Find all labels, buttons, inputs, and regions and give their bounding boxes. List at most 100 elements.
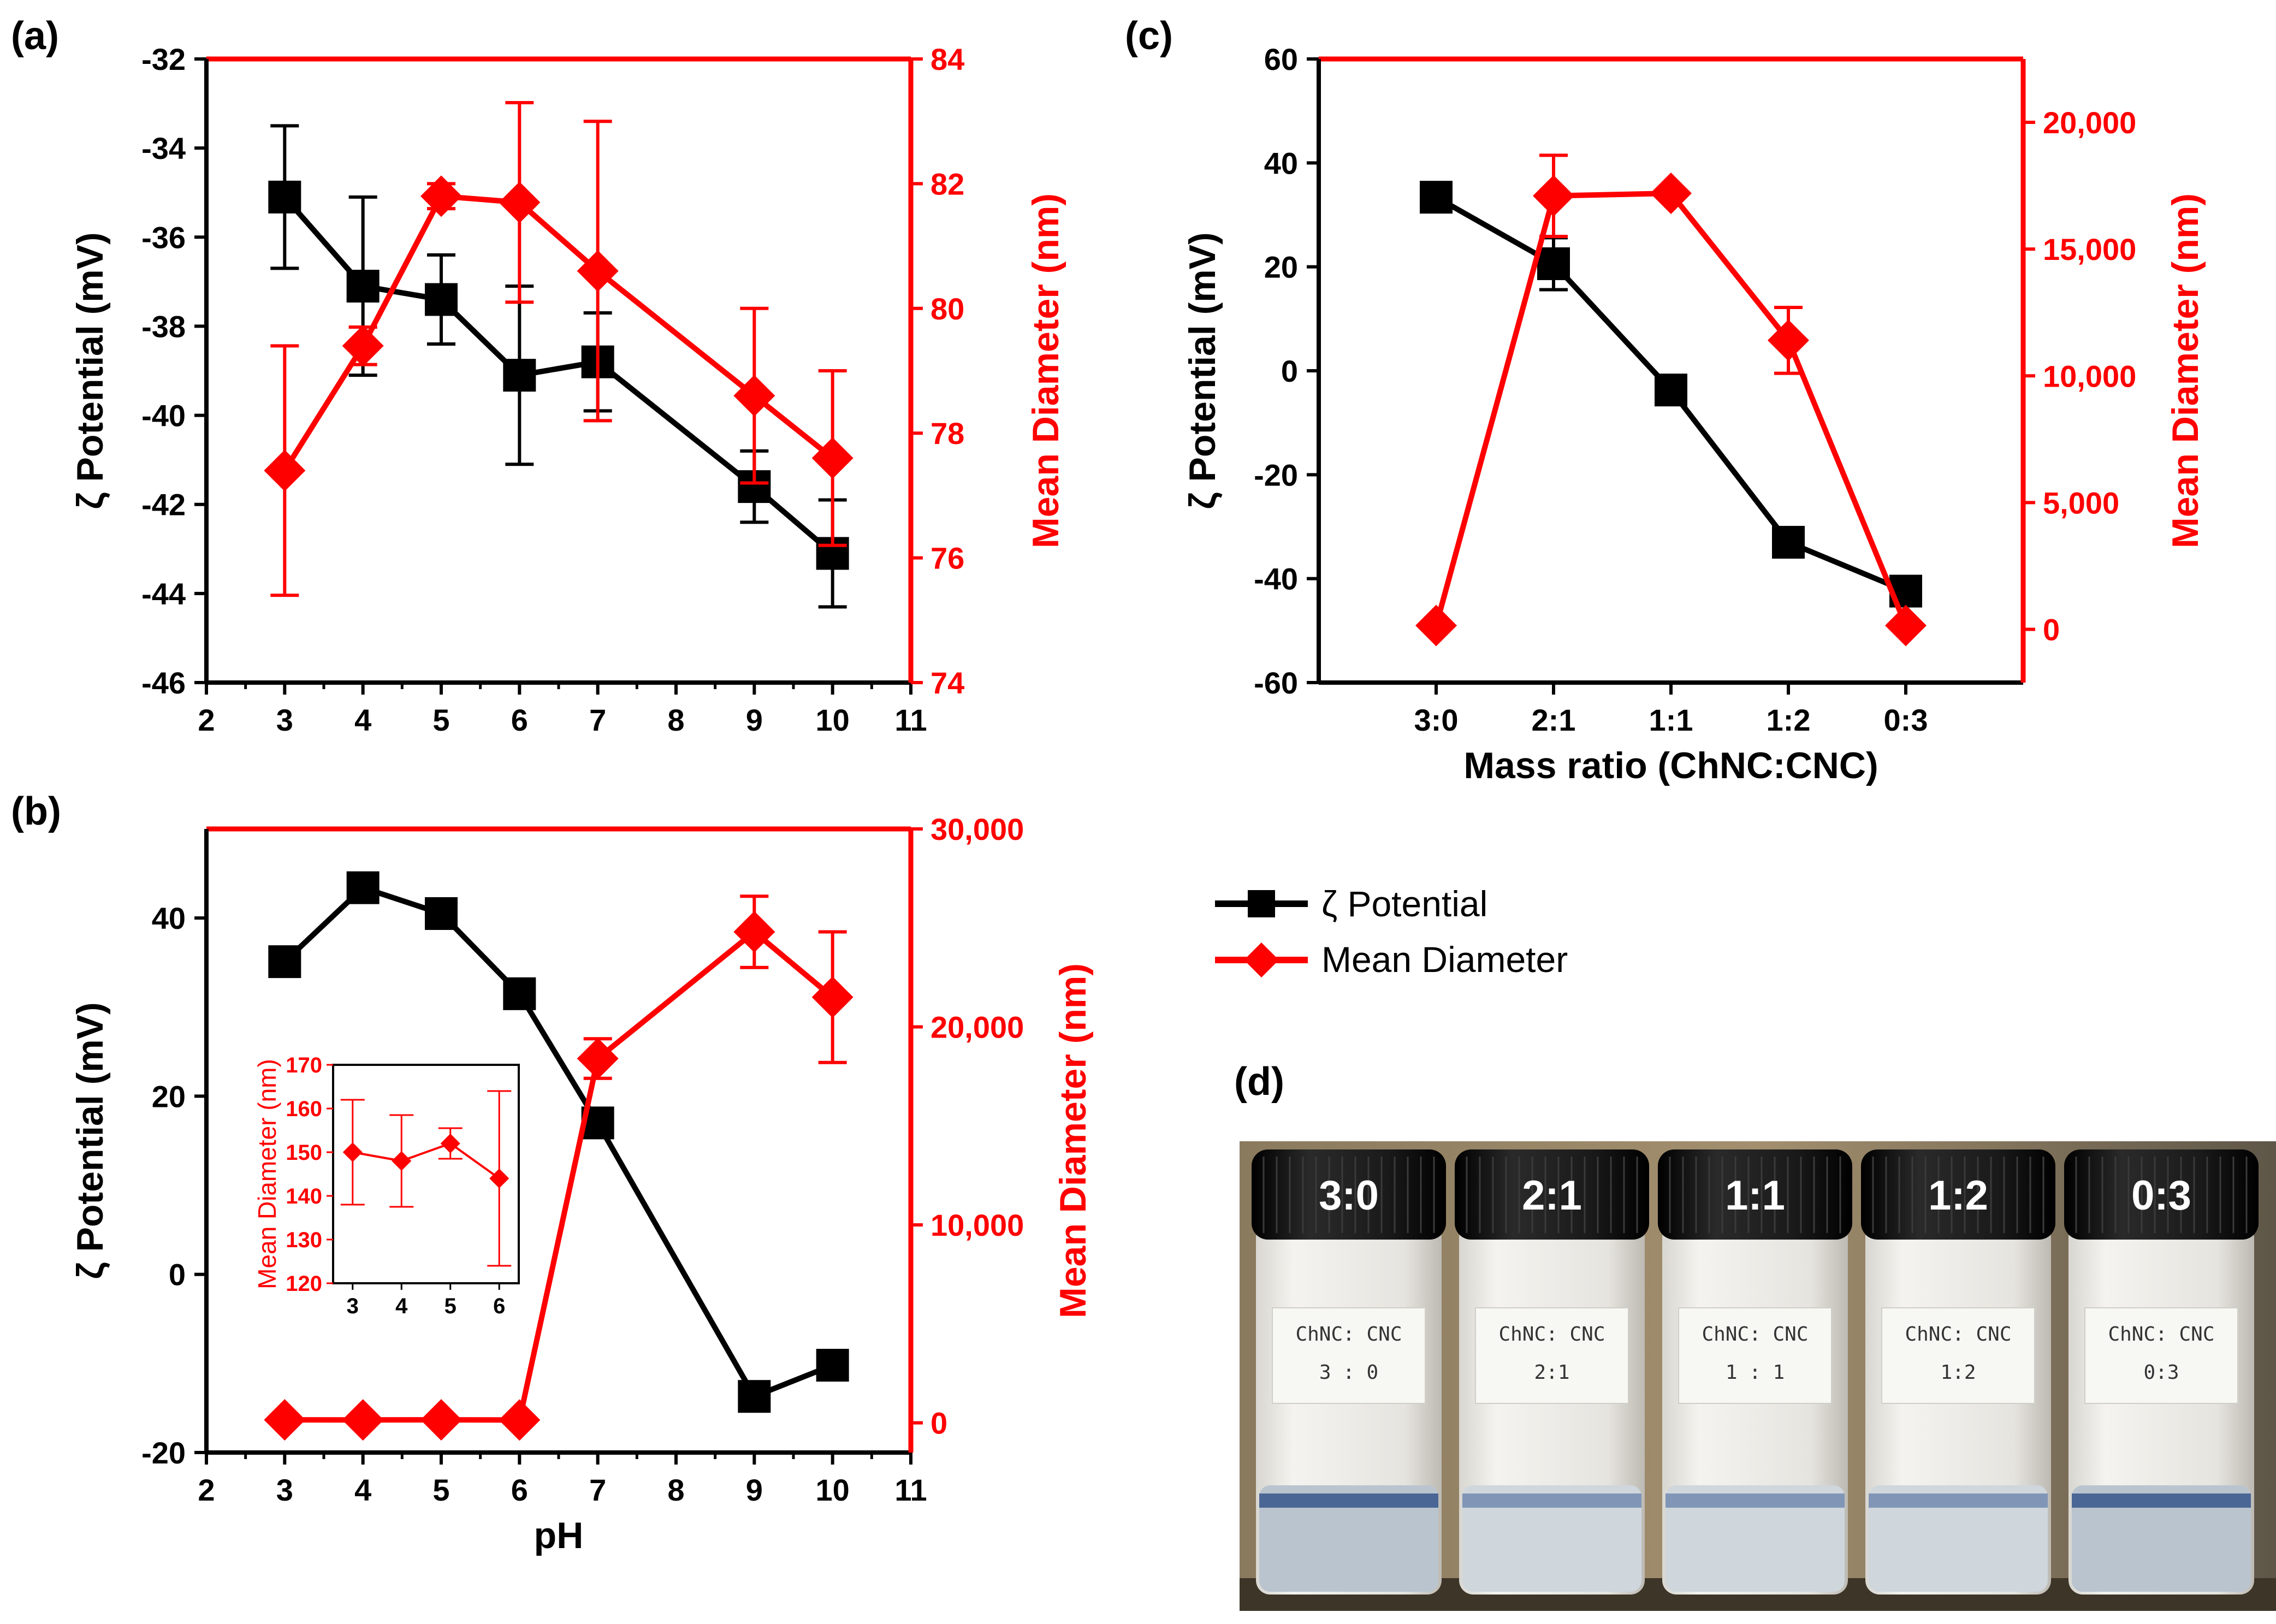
vial-0: 3:0 ChNC: CNC 3 : 0 (1252, 1149, 1446, 1595)
inset-y-tick-label: 140 (286, 1184, 322, 1208)
x-tick-label-c: 1:2 (1767, 703, 1811, 737)
data-point-diameter-a (577, 250, 619, 292)
x-tick-label-a: 7 (589, 703, 606, 737)
vial-cap-label: 0:3 (2131, 1172, 2191, 1219)
inset-y-tick-label: 170 (286, 1053, 322, 1077)
vial-cap (2064, 1149, 2259, 1240)
vial-tag-line2: 1 : 1 (1726, 1361, 1785, 1384)
vial-tag-line1: ChNC: CNC (1295, 1323, 1402, 1346)
x-tick-label-a: 8 (667, 703, 684, 737)
vial-tag-line1: ChNC: CNC (1905, 1323, 2011, 1346)
data-point-diameter-b (811, 976, 853, 1018)
legend-zeta-label: ζ Potential (1321, 884, 1487, 924)
data-point-zeta-b (816, 1349, 849, 1382)
y-left-tick-label-c: -40 (1254, 562, 1298, 596)
y-right-tick-label-a: 78 (930, 416, 964, 451)
data-point-zeta-c (1420, 181, 1453, 214)
y-right-tick-label-c: 20,000 (2043, 105, 2136, 140)
data-point-diameter-b (342, 1399, 384, 1441)
y-right-tick-label-b: 10,000 (930, 1208, 1024, 1242)
y-right-tick-label-a: 74 (930, 666, 964, 700)
vial-meniscus (1869, 1493, 2048, 1508)
x-tick-label-c: 2:1 (1532, 703, 1576, 737)
y-left-tick-label-b: -20 (141, 1436, 186, 1470)
y-left-tick-label-a: -38 (141, 309, 186, 343)
inset-series-line (352, 1142, 500, 1180)
data-point-diameter-a (342, 325, 384, 367)
data-point-diameter-c (1415, 604, 1457, 647)
data-point-zeta-b (425, 897, 458, 930)
data-point-diameter-b (577, 1038, 619, 1080)
y-left-tick-label-c: 0 (1281, 354, 1298, 388)
chart-panel-b: 2 3 4 5 6 7 8 9 10 11 -20 0 20 40 0 10,000 20,000 30,000 ζ… (69, 812, 1094, 1556)
vial-tag-line1: ChNC: CNC (1702, 1323, 1808, 1346)
y-right-title-a: Mean Diameter (nm) (1025, 193, 1066, 548)
x-tick-label-b: 8 (667, 1473, 684, 1507)
panel-label-a: (a) (11, 14, 59, 58)
x-tick-label-a: 3 (276, 703, 293, 737)
inset-y-title: Mean Diameter (nm) (253, 1059, 281, 1289)
legend-diameter-label: Mean Diameter (1321, 939, 1568, 980)
vial-cap-label: 2:1 (1522, 1172, 1582, 1219)
inset-y-tick-label: 130 (286, 1228, 322, 1252)
vial-meniscus (2072, 1493, 2251, 1508)
y-left-tick-label-c: 20 (1264, 250, 1298, 285)
vial-2: 1:1 ChNC: CNC 1 : 1 (1658, 1149, 1852, 1595)
x-tick-label-a: 10 (816, 703, 850, 737)
chart-panel-a: 2 3 4 5 6 7 8 9 10 11-46-44-42-40-38-36-34-327476… (69, 42, 1066, 737)
legend-diameter-marker (1244, 943, 1279, 977)
inset-y-tick-label: 150 (286, 1141, 322, 1165)
x-tick-label-a: 5 (432, 703, 449, 737)
data-point-zeta-a (346, 270, 380, 303)
x-tick-label-b: 2 (198, 1473, 215, 1507)
data-point-diameter-c (1533, 175, 1574, 217)
data-point-zeta-c (1772, 526, 1805, 559)
data-point-zeta-c (1537, 247, 1570, 280)
data-point-diameter-a (420, 175, 462, 217)
vial-tag (1475, 1307, 1629, 1404)
vial-liquid (1869, 1485, 2048, 1592)
data-point-zeta-a (425, 283, 458, 316)
y-right-title-b: Mean Diameter (nm) (1052, 963, 1094, 1318)
vial-meniscus (1259, 1493, 1438, 1508)
inset-x-tick-label: 6 (493, 1294, 505, 1318)
vial-cap-label: 1:2 (1928, 1172, 1988, 1219)
x-tick-label-c: 0:3 (1884, 703, 1928, 737)
panel-label-c: (c) (1125, 14, 1173, 58)
data-point-diameter-a (733, 375, 775, 417)
y-right-tick-label-a: 84 (930, 42, 964, 76)
x-tick-label-b: 11 (894, 1473, 927, 1507)
data-point-diameter-a (811, 437, 853, 479)
y-left-title-c: ζ Potential (mV) (1182, 232, 1223, 509)
data-point-diameter-a (264, 449, 306, 491)
y-right-tick-label-a: 82 (930, 167, 964, 201)
x-tick-label-a: 6 (511, 703, 528, 737)
x-title-b: pH (534, 1515, 584, 1556)
data-point-zeta-b (503, 977, 536, 1010)
y-left-title-a: ζ Potential (mV) (69, 232, 111, 509)
y-left-tick-label-a: -46 (141, 666, 186, 700)
vial-tag-line2: 2:1 (1534, 1361, 1569, 1384)
y-left-title-b: ζ Potential (mV) (69, 1002, 111, 1279)
vial-liquid (1462, 1485, 1641, 1592)
inset-data-point (440, 1134, 460, 1153)
data-point-zeta-a (268, 180, 301, 214)
x-tick-label-b: 3 (276, 1473, 293, 1507)
vial-liquid (1259, 1485, 1438, 1592)
x-tick-label-b: 5 (432, 1473, 449, 1507)
y-left-tick-label-b: 20 (152, 1079, 186, 1113)
vial-cap (1861, 1149, 2055, 1240)
data-point-diameter-a (499, 181, 541, 223)
y-right-title-c: Mean Diameter (nm) (2165, 193, 2206, 548)
inset-x-tick-label: 3 (347, 1294, 359, 1318)
data-point-diameter-c (1650, 173, 1692, 215)
vial-3: 1:2 ChNC: CNC 1:2 (1861, 1149, 2055, 1595)
x-tick-label-a: 11 (894, 703, 927, 737)
inset-frame (332, 1064, 520, 1284)
legend: ζ Potential Mean Diameter (1215, 884, 1568, 980)
data-point-zeta-b (268, 945, 301, 979)
inset-x-tick-label: 5 (444, 1294, 457, 1318)
inset-x-tick-label: 4 (395, 1294, 408, 1318)
data-point-diameter-b (264, 1399, 306, 1441)
data-point-diameter-c (1768, 319, 1809, 361)
